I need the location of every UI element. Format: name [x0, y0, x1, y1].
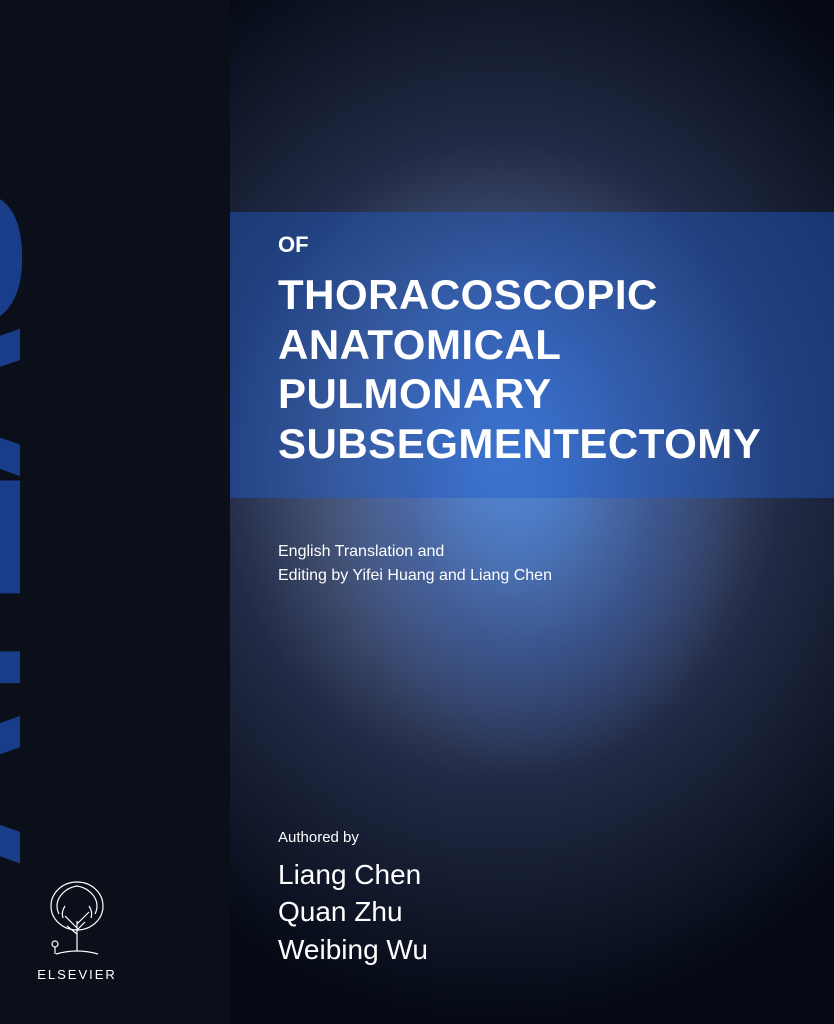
title-box: OF THORACOSCOPIC ANATOMICAL PULMONARY SU…	[230, 212, 834, 498]
author-name-1: Liang Chen	[278, 856, 428, 894]
title-prefix: OF	[278, 232, 804, 258]
title-line-4: SUBSEGMENTECTOMY	[278, 419, 804, 469]
title-line-1: THORACOSCOPIC	[278, 270, 804, 320]
atlas-vertical-title: ATLAS	[0, 192, 38, 869]
author-name-2: Quan Zhu	[278, 893, 428, 931]
publisher-logo: ELSEVIER	[32, 876, 122, 982]
authored-by-label: Authored by	[278, 829, 428, 846]
authors-block: Authored by Liang Chen Quan Zhu Weibing …	[278, 829, 428, 969]
publisher-name: ELSEVIER	[32, 967, 122, 982]
translation-credit: English Translation and Editing by Yifei…	[278, 540, 552, 588]
title-line-3: PULMONARY	[278, 369, 804, 419]
title-line-2: ANATOMICAL	[278, 320, 804, 370]
book-cover-container: ATLAS OF THORACOSCOPIC ANATOMICAL PULMON…	[0, 0, 834, 1024]
tree-logo-icon	[41, 876, 113, 961]
translation-line-2: Editing by Yifei Huang and Liang Chen	[278, 564, 552, 588]
translation-line-1: English Translation and	[278, 540, 552, 564]
author-name-3: Weibing Wu	[278, 931, 428, 969]
title-main: THORACOSCOPIC ANATOMICAL PULMONARY SUBSE…	[278, 270, 804, 468]
sidebar-panel: ATLAS	[0, 0, 230, 1024]
